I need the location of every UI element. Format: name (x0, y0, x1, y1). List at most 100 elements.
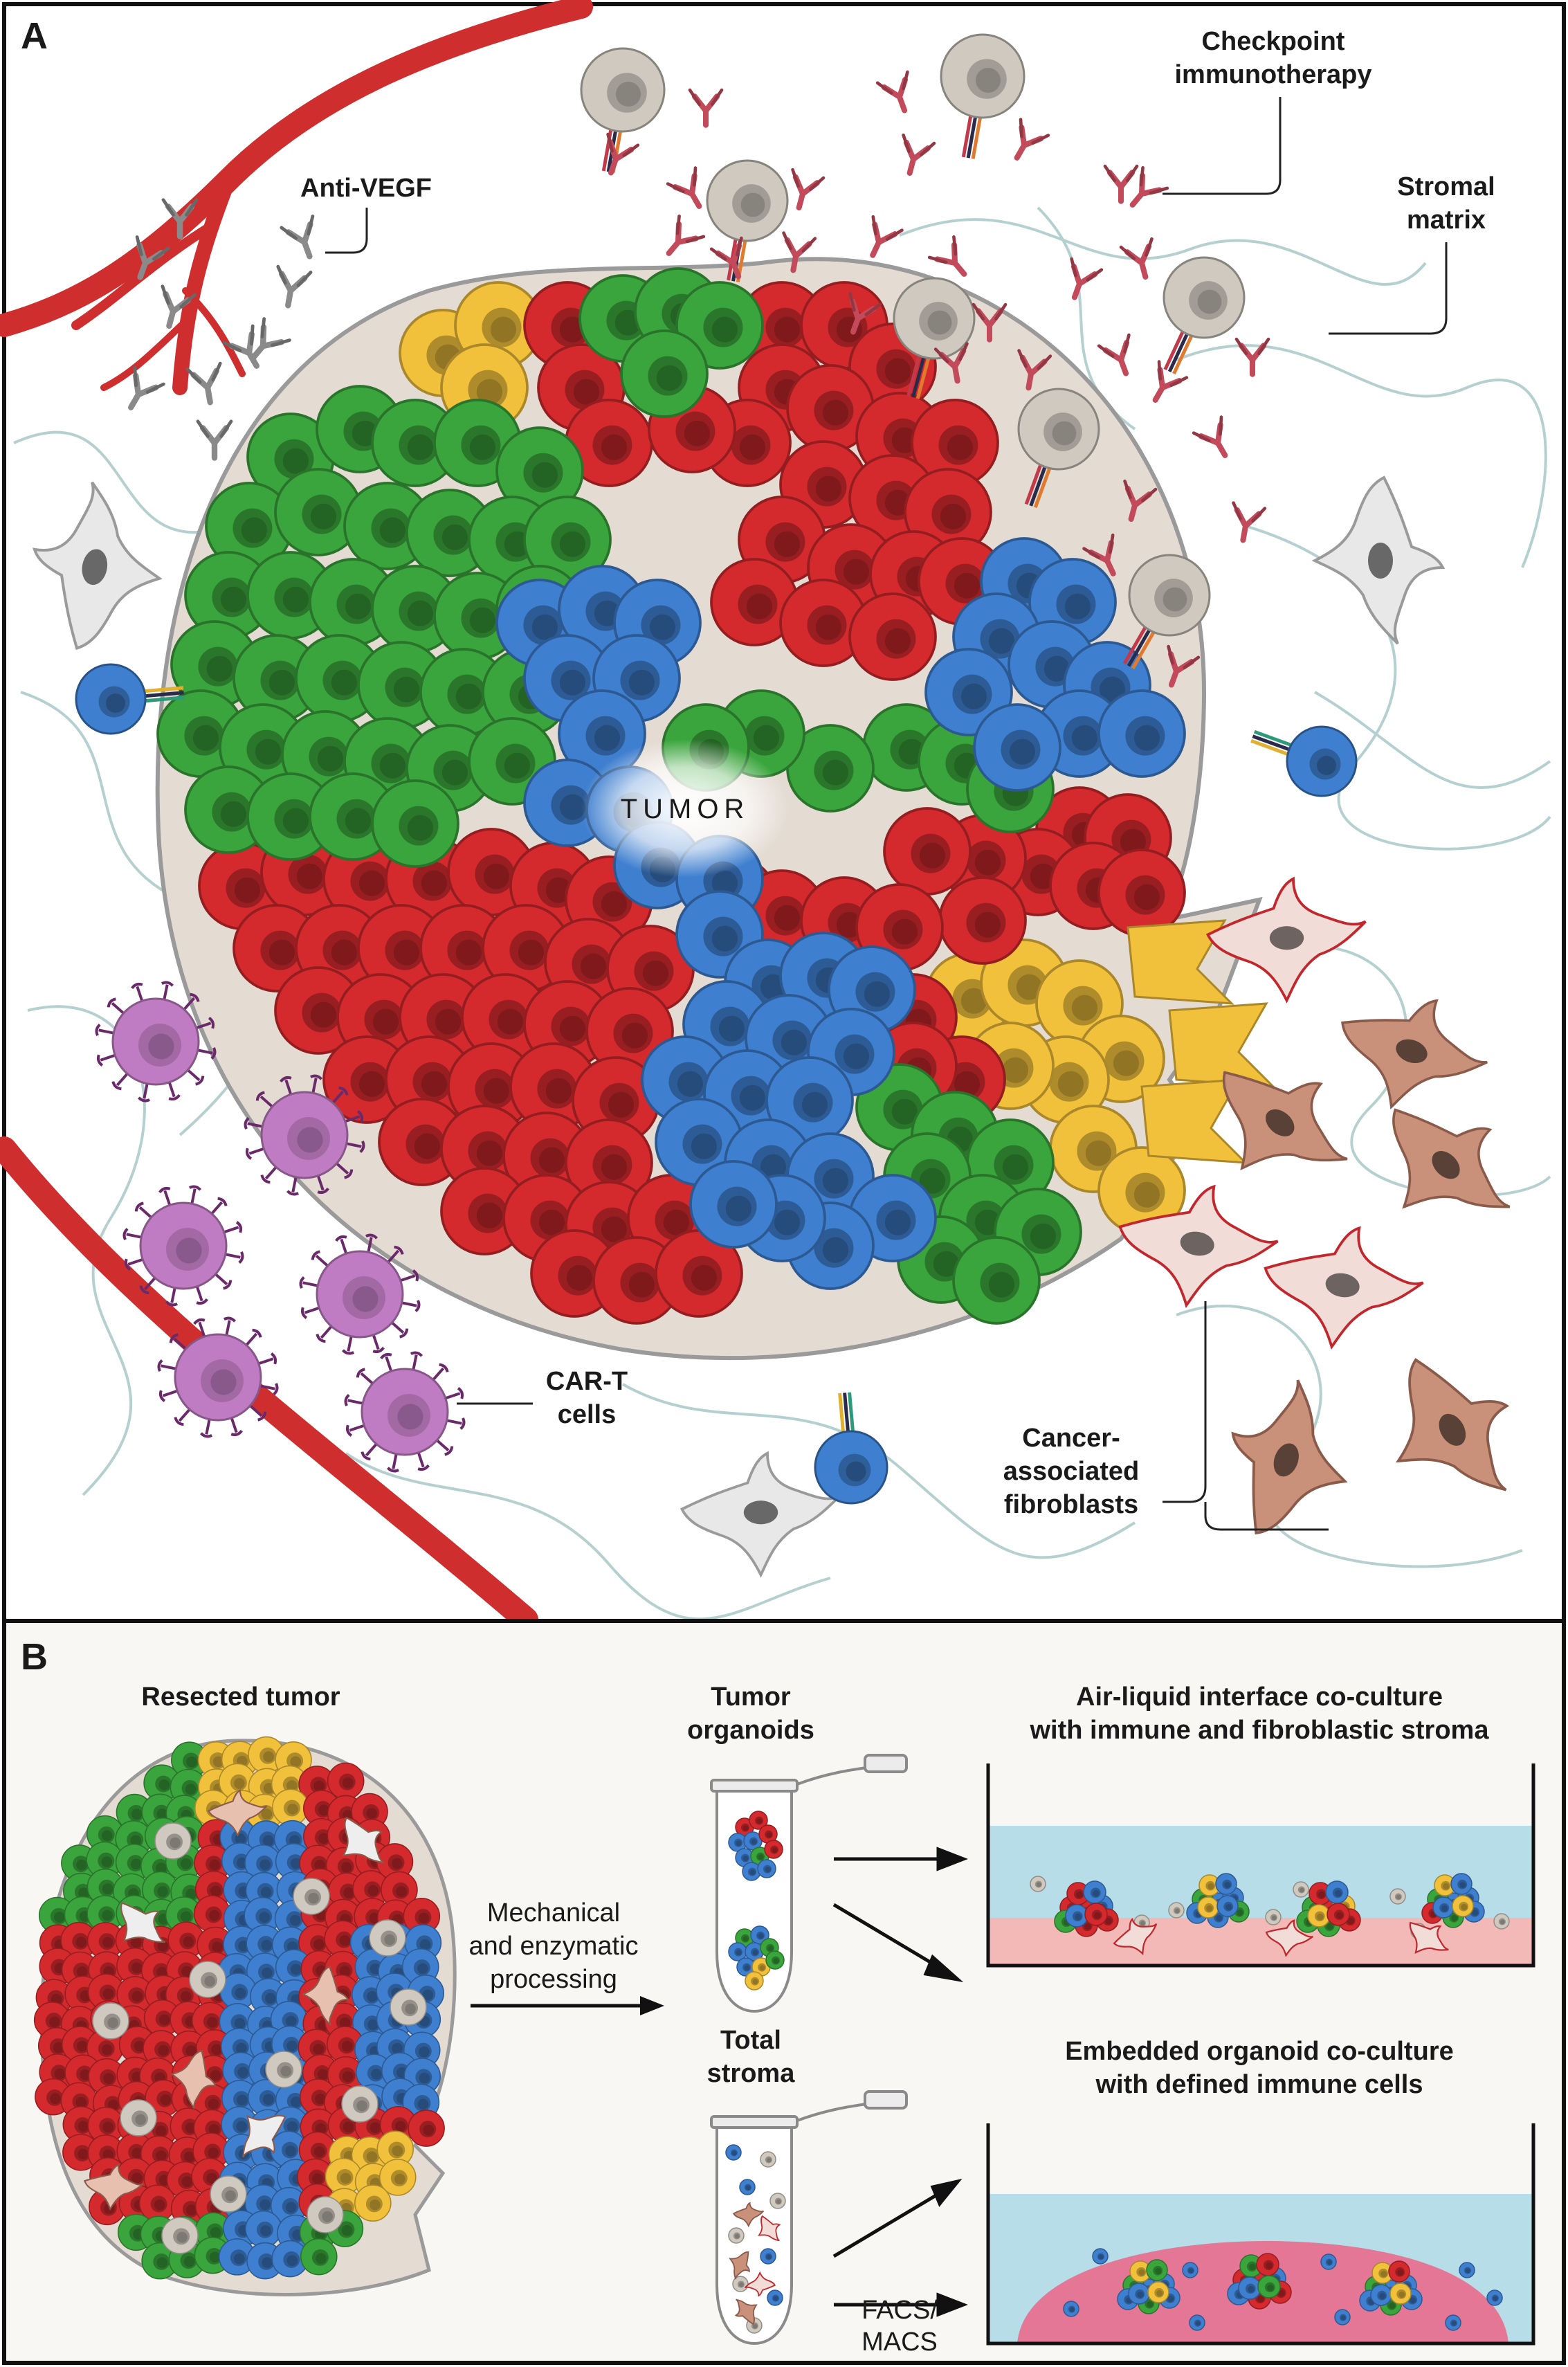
resected-cell (143, 1764, 181, 1802)
t-cell (1017, 388, 1100, 509)
organoid-cell (1450, 1873, 1473, 1895)
antibodies (127, 70, 1270, 688)
tumor-cell (1097, 1146, 1186, 1235)
car-t-cell (122, 1185, 244, 1307)
stroma-cell (760, 2151, 776, 2168)
resected-cell (326, 2026, 364, 2063)
resected-cell (86, 1841, 123, 1879)
resected-fibroblast (84, 2164, 144, 2211)
arrows-to-ali (832, 1847, 968, 1982)
antibody (1234, 337, 1270, 377)
tumor-glow (581, 739, 789, 878)
car-t-cell (157, 1316, 279, 1438)
antibody (196, 419, 233, 461)
antibody (1014, 118, 1050, 161)
car-t-cells (95, 981, 466, 1473)
tumor-cell (710, 558, 799, 646)
resected-t-cell (293, 1878, 330, 1915)
organoid-cell (1238, 2276, 1261, 2300)
organoid-cell (1198, 1874, 1221, 1896)
resected-cell (194, 1844, 231, 1882)
tumor-cell (1127, 919, 1234, 1005)
organoid-cell (1434, 1874, 1456, 1896)
stroma-fibroblast (1113, 1918, 1158, 1956)
anti-vegf-leader (325, 208, 368, 254)
immune-cell (1030, 1876, 1046, 1892)
organoid-cell (1128, 2283, 1150, 2305)
t-cells (580, 33, 1246, 669)
antibody (1119, 237, 1154, 280)
caf-label-2: associated (1003, 1457, 1139, 1486)
stromal-label-1: Stromal (1397, 172, 1495, 201)
antibody (1082, 533, 1116, 577)
antibody (1192, 415, 1228, 458)
ali-label-2: with immune and fibroblastic stroma (1030, 1716, 1490, 1745)
caf-label-1: Cancer- (1022, 1424, 1120, 1453)
organoid-cell (1117, 2288, 1139, 2310)
organoid-cell (745, 1942, 764, 1961)
tumor-cell (233, 904, 321, 992)
tumor-cell (973, 703, 1061, 792)
t-cell (580, 47, 666, 173)
organoid-cell (764, 1840, 783, 1859)
resected-cell (379, 2159, 417, 2196)
immune-cell (1063, 2301, 1079, 2317)
caf-label-3: fibroblasts (1004, 1490, 1138, 1519)
antibody (1232, 501, 1267, 543)
stromal-label-2: matrix (1407, 206, 1486, 235)
tumor-cell (883, 807, 972, 896)
arrows-to-embedded (832, 2179, 968, 2317)
resected-cell (300, 2238, 338, 2276)
immune-cells-outside (75, 663, 1358, 1505)
facs-label-1: FACS/ (862, 2296, 938, 2325)
tumor-cell (689, 1160, 778, 1249)
organoid-cell (749, 1811, 768, 1830)
tumor-cell (523, 634, 612, 723)
tumor-cell (371, 399, 459, 487)
organoids-tube (710, 1754, 908, 2013)
resected-t-cell (341, 2085, 379, 2123)
cancer-associated-fibroblast (1264, 1226, 1424, 1350)
resected-cell (376, 1843, 414, 1880)
tumor-cell (419, 648, 508, 736)
tumor-cell (1140, 1078, 1248, 1164)
fibroblast (1311, 475, 1446, 645)
organoid-cell (1215, 1873, 1237, 1895)
organoid-cell (1257, 2275, 1281, 2298)
resected-fibroblast (301, 1966, 349, 2026)
stroma-cell (725, 2144, 742, 2161)
resected-cell (327, 1762, 365, 1800)
cancer-associated-fibroblast (1205, 876, 1367, 1004)
blood-vessel-top (0, 0, 593, 395)
panel-b-letter: B (21, 1636, 48, 1678)
immune-cell (1265, 1909, 1282, 1925)
tumor-cell (1097, 849, 1186, 937)
caf-leader (1163, 1301, 1329, 1531)
resected-fibroblast (208, 1789, 268, 1837)
tumor-cell (655, 1229, 743, 1318)
resected-t-cell (189, 1961, 226, 1998)
car-t-cell (344, 1351, 466, 1473)
organoid-cell (1325, 1880, 1349, 1904)
tumor-cell (675, 281, 764, 370)
stroma-tube (710, 2090, 908, 2346)
immune-cell (75, 663, 185, 735)
panel-a-letter: A (21, 15, 48, 57)
antibody (250, 317, 291, 361)
embedded-label-2: with defined immune cells (1095, 2070, 1423, 2099)
organoid-cell (1256, 2253, 1279, 2276)
tumor-cell (848, 592, 937, 681)
tumor-label: TUMOR (621, 794, 750, 824)
antibody (875, 70, 909, 114)
resected-cell (171, 1741, 208, 1779)
organoid-cell (1370, 2284, 1392, 2306)
resected-fibroblast (120, 1902, 166, 1943)
facs-label-2: MACS (862, 2328, 938, 2357)
car-t-cell (95, 981, 217, 1103)
stroma-cell (732, 2276, 749, 2292)
immune-cell (1189, 2314, 1205, 2331)
organoid-cell (1307, 1904, 1331, 1928)
tumor-cell (419, 904, 508, 992)
stroma-fibroblast (1265, 1919, 1313, 1957)
tumor-cell (765, 1056, 854, 1145)
